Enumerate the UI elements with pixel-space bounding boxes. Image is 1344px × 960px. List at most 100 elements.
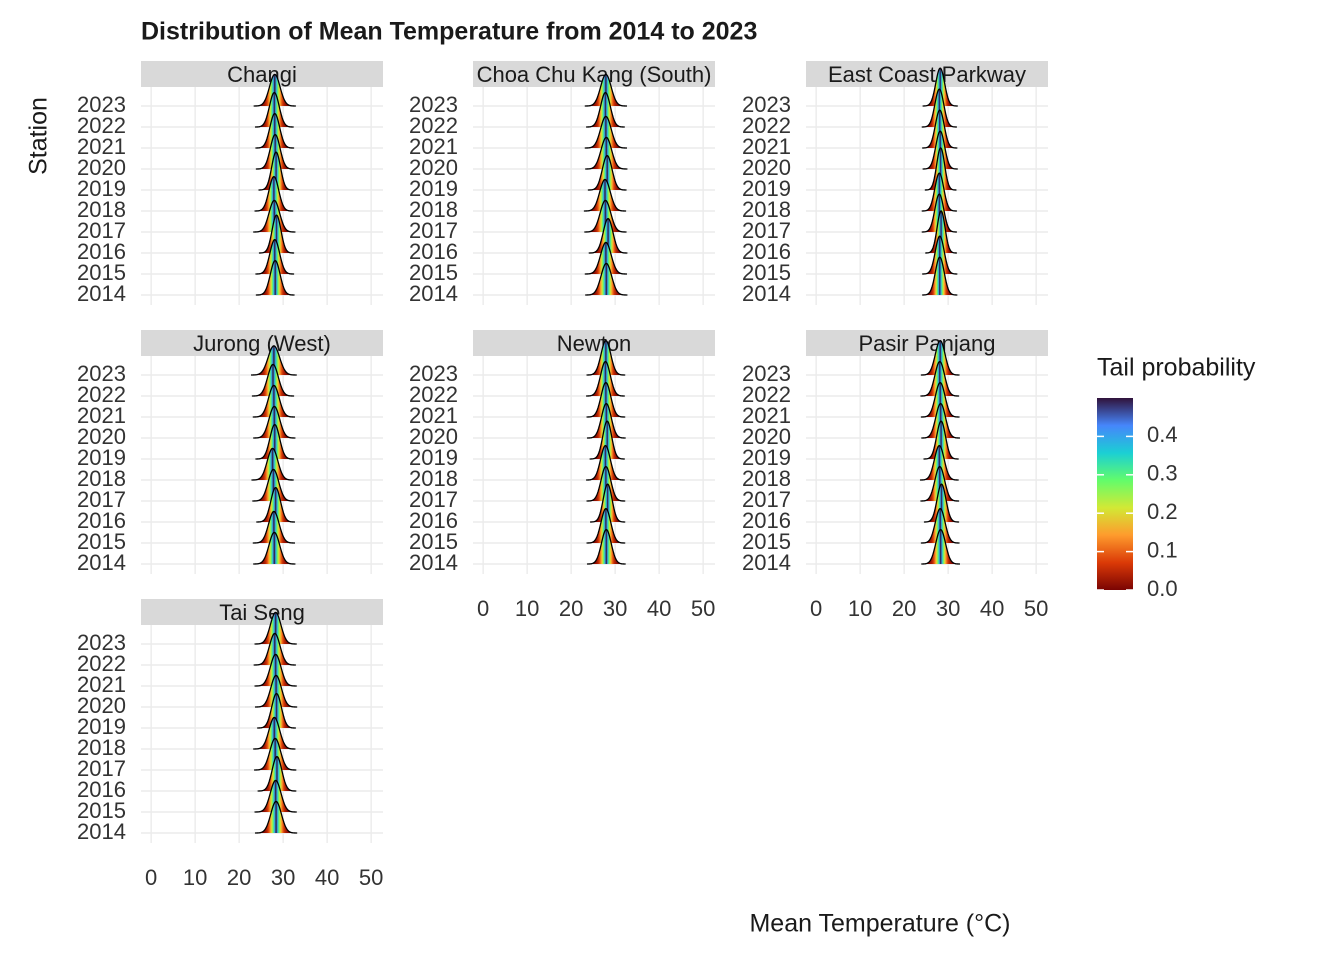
ridge — [921, 529, 960, 564]
x-tick-label: 50 — [691, 596, 715, 621]
y-tick-label: 2014 — [742, 550, 791, 575]
ridge — [254, 92, 294, 127]
ridge — [921, 89, 957, 127]
x-tick-label: 50 — [1024, 596, 1048, 621]
ridge-outline — [254, 800, 298, 834]
y-tick-label: 2022 — [409, 382, 458, 407]
facet-label: East Coast Parkway — [828, 62, 1026, 87]
facet-strip — [806, 61, 1048, 87]
ridge — [923, 484, 960, 522]
y-tick-label: 2022 — [77, 382, 126, 407]
y-tick-label: 2022 — [77, 113, 126, 138]
ridge — [586, 508, 626, 543]
y-tick-label: 2021 — [409, 134, 458, 159]
ridge — [584, 116, 627, 148]
x-tick-label: 10 — [515, 596, 539, 621]
ridge-outline — [255, 133, 295, 170]
ridge-outline — [255, 259, 295, 296]
x-tick-label: 10 — [848, 596, 872, 621]
ridge-outline — [589, 420, 625, 460]
ridge-outline — [252, 510, 296, 544]
y-tick-label: 2017 — [409, 487, 458, 512]
ridge — [920, 340, 960, 375]
y-tick-label: 2014 — [409, 281, 458, 306]
ridge-outline — [252, 384, 296, 418]
y-tick-label: 2014 — [742, 281, 791, 306]
ridge-outline — [253, 632, 296, 666]
ridge — [586, 361, 625, 396]
ridge — [585, 263, 628, 295]
ridge — [922, 110, 958, 148]
ridge-outline — [922, 67, 958, 107]
facet-label: Jurong (West) — [193, 331, 331, 356]
ridge — [254, 612, 297, 644]
ridge-outline — [921, 172, 957, 212]
ridge-outline — [585, 262, 628, 296]
facet-strip — [141, 599, 383, 625]
ridge — [923, 421, 959, 459]
ridge-outline — [584, 199, 627, 233]
y-tick-label: 2023 — [77, 361, 126, 386]
legend-tick-label: 0.0 — [1147, 576, 1178, 601]
ridge — [586, 529, 626, 564]
facet-strip — [806, 330, 1048, 356]
x-tick-label: 30 — [271, 865, 295, 890]
ridge-outline — [255, 112, 295, 149]
facet-label: Pasir Panjang — [859, 331, 996, 356]
y-tick-label: 2023 — [742, 92, 791, 117]
ridge — [253, 633, 296, 665]
ridge-outline — [586, 91, 625, 128]
ridge-outline — [250, 345, 297, 376]
ridge-outline — [922, 109, 958, 149]
ridge-outline — [254, 737, 297, 771]
y-tick-label: 2017 — [77, 756, 126, 781]
ridge — [257, 756, 297, 791]
ridge-outline — [586, 507, 626, 544]
ridge-outline — [588, 217, 628, 254]
chart-title: Distribution of Mean Temperature from 20… — [141, 18, 757, 46]
ridge — [254, 675, 298, 707]
ridge — [586, 466, 626, 501]
ridge — [922, 236, 958, 274]
ridge-outline — [254, 674, 298, 708]
ridge-outline — [922, 235, 958, 275]
y-tick-label: 2016 — [77, 239, 126, 264]
x-tick-label: 20 — [227, 865, 251, 890]
y-tick-label: 2014 — [409, 550, 458, 575]
x-axis-title: Mean Temperature (°C) — [749, 910, 1010, 938]
ridge-outline — [584, 115, 628, 149]
ridge — [254, 654, 297, 686]
ridge-outline — [586, 402, 626, 439]
ridge — [254, 801, 298, 833]
colorbar — [1097, 398, 1133, 590]
ridge-outline — [921, 402, 961, 439]
ridge-outline — [253, 73, 296, 107]
ridge-outline — [587, 154, 627, 191]
ridge — [255, 134, 295, 169]
ridge-outline — [923, 420, 959, 460]
y-tick-label: 2020 — [409, 424, 458, 449]
ridge — [255, 260, 295, 295]
ridge-outline — [586, 381, 626, 418]
y-tick-label: 2015 — [77, 529, 126, 554]
ridge — [252, 385, 295, 417]
ridge-outline — [921, 528, 961, 565]
ridge-outline — [258, 151, 294, 191]
facet-label: Tai Seng — [219, 600, 305, 625]
ridge-outline — [586, 465, 626, 502]
ridge-outline — [253, 405, 296, 439]
ridge-outline — [254, 779, 297, 813]
ridge-outline — [255, 423, 295, 460]
ridge — [255, 239, 295, 274]
y-tick-label: 2022 — [742, 113, 791, 138]
ridge — [586, 382, 626, 417]
ridge-outline — [920, 339, 960, 376]
facet-label: Choa Chu Kang (South) — [477, 62, 712, 87]
ridge — [587, 155, 627, 190]
ridge — [258, 215, 295, 253]
ridge-outline — [921, 193, 957, 233]
y-tick-label: 2019 — [77, 714, 126, 739]
ridge-outline — [253, 199, 296, 233]
ridge-outline — [920, 507, 960, 544]
y-tick-label: 2017 — [742, 487, 791, 512]
